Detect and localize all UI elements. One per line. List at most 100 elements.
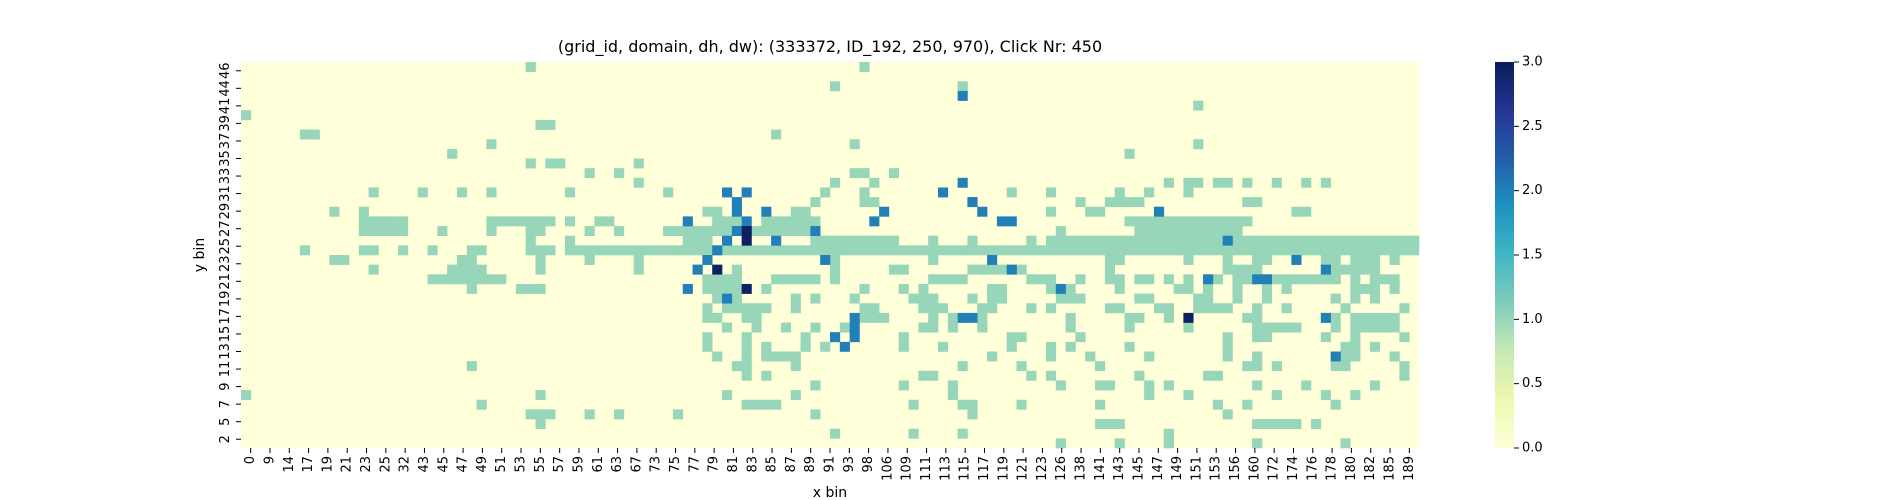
heatmap-cell (1114, 303, 1125, 314)
heatmap-cell (830, 235, 841, 246)
colorbar-tick-label: 2.0 (1522, 183, 1543, 198)
heatmap-cell (1360, 283, 1371, 294)
x-tick-label: 111 (919, 456, 934, 481)
heatmap-cell (1193, 303, 1204, 314)
heatmap-cell (1340, 361, 1351, 372)
heatmap-cell (751, 226, 762, 236)
heatmap-cell (1242, 216, 1253, 227)
heatmap-cell (1399, 235, 1410, 246)
heatmap-cell (1291, 235, 1302, 246)
heatmap-cell (741, 351, 752, 362)
x-tick-label: 47 (456, 456, 471, 473)
heatmap-cell (751, 322, 762, 333)
heatmap-cell (1320, 255, 1331, 265)
heatmap-cell (702, 341, 713, 352)
heatmap-cell (1350, 274, 1361, 285)
heatmap-cell (692, 235, 703, 246)
heatmap-cell (1389, 274, 1400, 285)
heatmap-cell (1232, 216, 1243, 227)
heatmap-cell (1242, 177, 1253, 188)
x-tick-label: 138 (1074, 456, 1089, 481)
heatmap-cell (898, 341, 909, 352)
heatmap-cell (1055, 226, 1066, 236)
heatmap-cell (1261, 255, 1273, 265)
heatmap-cell (702, 235, 713, 246)
heatmap-cell (1006, 187, 1017, 198)
heatmap-cell (1124, 341, 1135, 352)
heatmap-cell (1173, 245, 1184, 256)
heatmap-cell (722, 303, 733, 314)
heatmap-cell (1350, 312, 1361, 323)
heatmap-cell (869, 216, 880, 227)
heatmap-cell (525, 245, 536, 256)
heatmap-cell (1340, 303, 1351, 314)
x-tick-label: 55 (533, 456, 548, 473)
y-tick-label: 35 (218, 150, 233, 167)
heatmap-cell (947, 312, 958, 323)
heatmap-cell (771, 129, 782, 140)
heatmap-cell (525, 158, 536, 169)
heatmap-cell (761, 303, 772, 314)
heatmap-cell (564, 245, 576, 256)
heatmap-cell (879, 312, 890, 323)
heatmap-cell (1330, 293, 1341, 304)
heatmap-cell (378, 216, 389, 227)
heatmap-cell (800, 274, 811, 285)
heatmap-cell (879, 206, 890, 217)
heatmap-cell (888, 245, 900, 256)
heatmap-cell (702, 245, 713, 256)
heatmap-cell (1045, 206, 1057, 217)
heatmap-cell (564, 235, 576, 246)
heatmap-cell (1114, 187, 1125, 198)
heatmap-cell (987, 245, 998, 256)
heatmap-cell (1232, 245, 1243, 256)
heatmap-cell (1124, 245, 1135, 256)
heatmap-cell (937, 341, 949, 352)
heatmap-cell (486, 187, 497, 198)
heatmap-cell (1291, 274, 1302, 285)
heatmap-cell (810, 322, 821, 333)
heatmap-cell (790, 303, 801, 314)
y-tick-label: 19 (218, 291, 233, 308)
y-tick-label: 27 (218, 220, 233, 237)
heatmap-cell (1144, 274, 1155, 285)
heatmap-cell (1409, 245, 1420, 256)
heatmap-cell (1095, 245, 1106, 256)
x-tick-label: 98 (861, 456, 876, 473)
heatmap-cell (1232, 235, 1243, 246)
heatmap-cell (928, 245, 939, 256)
heatmap-cell (1075, 245, 1086, 256)
heatmap-cell (456, 187, 468, 198)
heatmap-cell (1340, 264, 1351, 275)
heatmap-cell (339, 255, 350, 265)
heatmap-cell (761, 341, 772, 352)
heatmap-cell (358, 216, 369, 227)
heatmap-cell (1203, 226, 1214, 236)
heatmap-cell (888, 235, 900, 246)
heatmap-cell (368, 216, 379, 227)
heatmap-cell (1212, 303, 1223, 314)
heatmap-cell (1183, 390, 1194, 401)
heatmap-cell (486, 274, 497, 285)
heatmap-cell (780, 322, 792, 333)
heatmap-cell (299, 129, 311, 140)
heatmap-cell (977, 206, 988, 217)
heatmap-cell (1271, 235, 1282, 246)
heatmap-cell (1104, 197, 1115, 208)
heatmap-cell (476, 245, 487, 256)
x-tick-label: 109 (900, 456, 915, 481)
heatmap-cell (731, 293, 742, 304)
heatmap-cell (1212, 226, 1223, 236)
heatmap-cell (908, 428, 919, 439)
heatmap-cell (800, 245, 811, 256)
heatmap-cell (790, 274, 801, 285)
x-tick-label: 141 (1093, 456, 1108, 481)
heatmap-cell (584, 255, 595, 265)
heatmap-cell (731, 245, 742, 256)
heatmap-cell (1065, 312, 1076, 323)
heatmap-cell (928, 312, 939, 323)
heatmap-cell (1291, 245, 1302, 256)
heatmap-cell (1252, 255, 1263, 265)
heatmap-cell (751, 399, 762, 410)
heatmap-cell (1379, 322, 1390, 333)
